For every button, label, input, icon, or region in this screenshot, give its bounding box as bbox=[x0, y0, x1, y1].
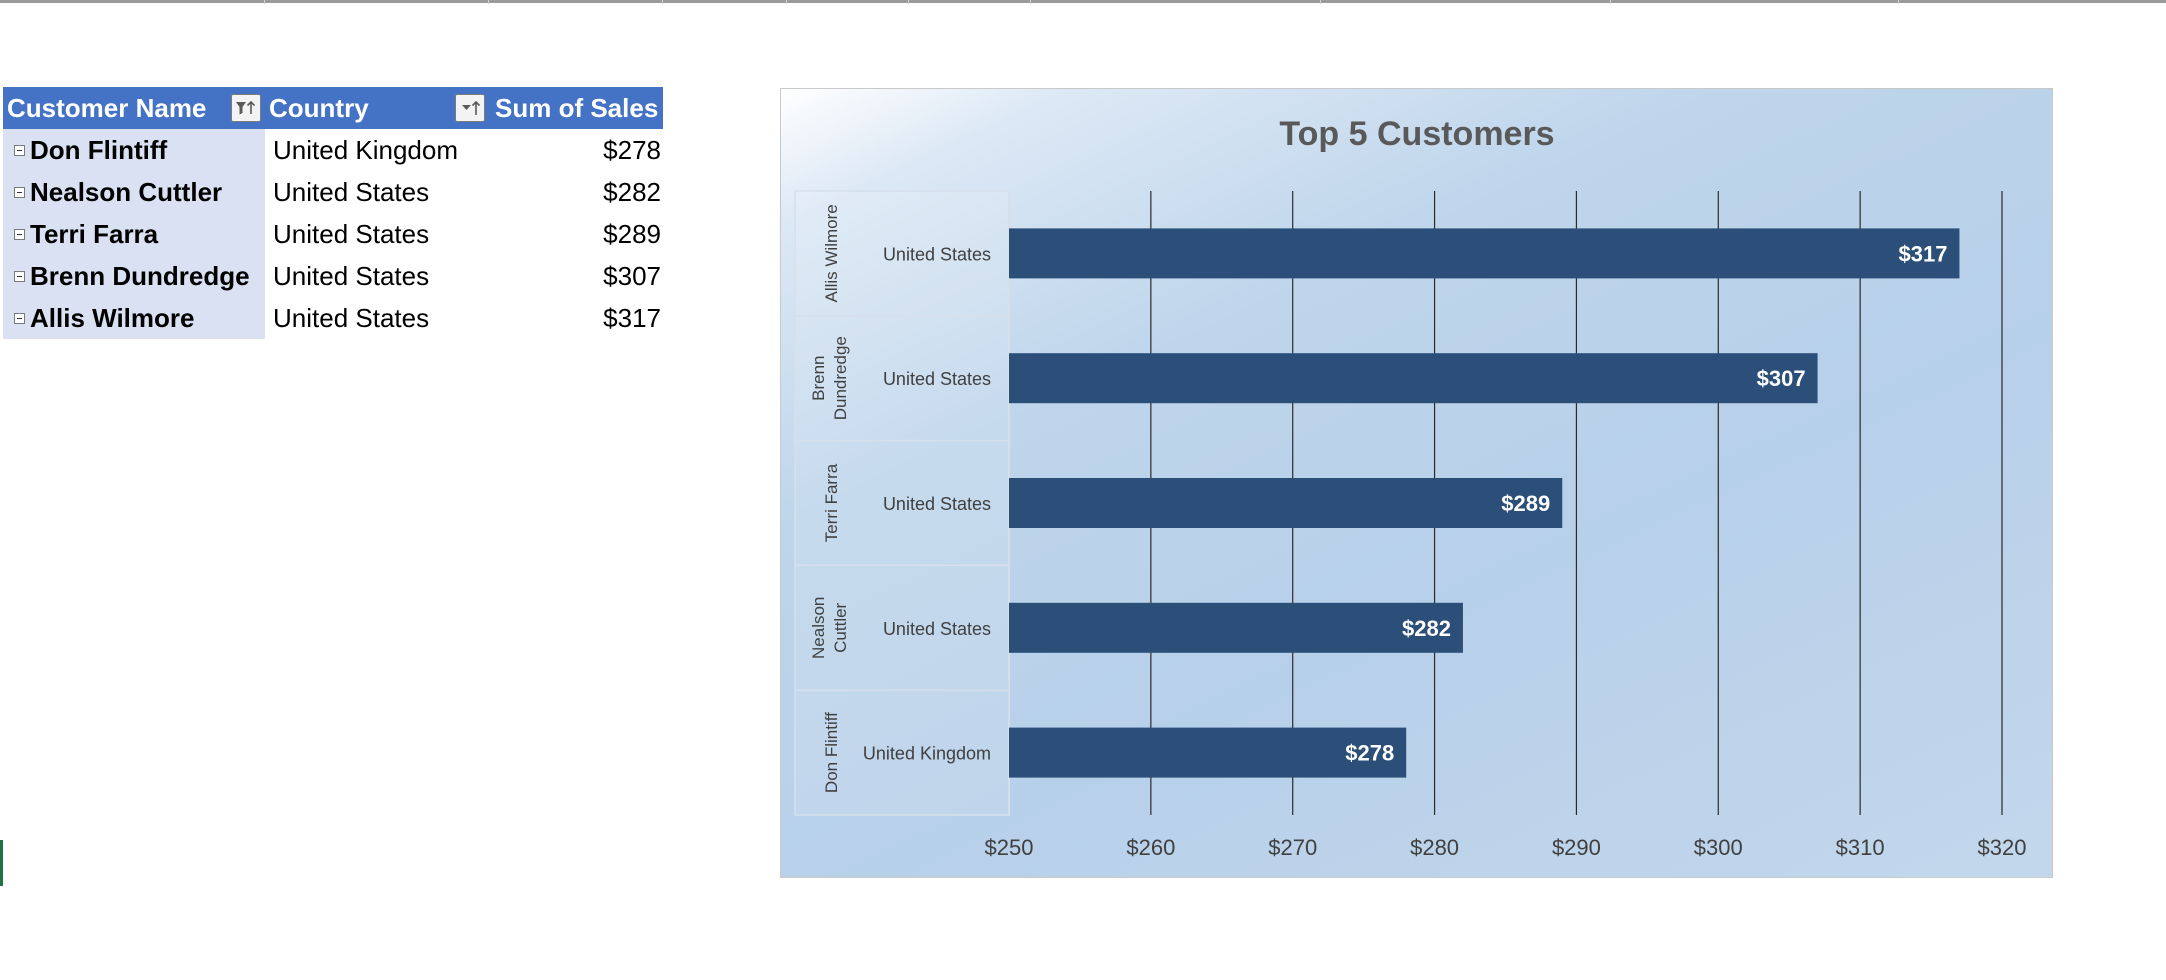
collapse-icon[interactable] bbox=[14, 144, 25, 156]
sales-cell[interactable]: $317 bbox=[603, 303, 661, 333]
data-label: $317 bbox=[1898, 241, 1947, 266]
customer-axis-label: Allis Wilmore bbox=[822, 204, 841, 302]
customer-axis-label-line: Cuttler bbox=[831, 602, 850, 652]
country-axis-label: United Kingdom bbox=[863, 744, 991, 764]
row-label-cell[interactable]: Terri Farra bbox=[3, 213, 265, 255]
customer-axis-label-line: Dundredge bbox=[831, 336, 850, 420]
customer-name: Allis Wilmore bbox=[30, 303, 195, 333]
category-axis-frame bbox=[794, 190, 1010, 816]
customer-name: Nealson Cuttler bbox=[30, 177, 223, 207]
bar bbox=[1009, 353, 1818, 404]
pivot-body: Don Flintiff United Kingdom $278 Nealson… bbox=[3, 129, 663, 339]
bars bbox=[1009, 228, 1960, 778]
column-header-strip bbox=[0, 0, 2166, 3]
sales-cell[interactable]: $289 bbox=[603, 219, 661, 249]
sum-of-sales-header[interactable]: Sum of Sales bbox=[495, 93, 659, 123]
row-label-cell[interactable]: Brenn Dundredge bbox=[3, 255, 265, 297]
customer-axis-label: Brenn Dundredge bbox=[809, 336, 850, 420]
column-boundary[interactable] bbox=[1030, 0, 1031, 4]
collapse-icon[interactable] bbox=[14, 186, 25, 198]
x-tick-label: $310 bbox=[1836, 835, 1885, 860]
x-tick-label: $320 bbox=[1978, 835, 2027, 860]
data-label: $289 bbox=[1501, 491, 1550, 516]
bar bbox=[1009, 228, 1960, 279]
country-axis-label: United States bbox=[883, 494, 991, 514]
sort-icon[interactable] bbox=[455, 94, 485, 122]
x-tick-label: $280 bbox=[1410, 835, 1459, 860]
sales-cell[interactable]: $307 bbox=[603, 261, 661, 291]
pivot-chart[interactable]: Top 5 Customers $317 United States Allis W… bbox=[780, 88, 2053, 878]
country-cell[interactable]: United Kingdom bbox=[273, 135, 458, 165]
bar bbox=[1009, 478, 1563, 528]
column-boundary[interactable] bbox=[786, 0, 787, 4]
column-boundary[interactable] bbox=[1320, 0, 1321, 4]
customer-name-header[interactable]: Customer Name bbox=[7, 93, 207, 123]
data-label: $282 bbox=[1402, 616, 1451, 641]
table-row[interactable]: Brenn Dundredge United States $307 bbox=[3, 255, 663, 297]
bar bbox=[1009, 727, 1407, 778]
country-cell[interactable]: United States bbox=[273, 177, 430, 207]
table-row[interactable]: Don Flintiff United Kingdom $278 bbox=[3, 129, 663, 171]
pivot-table[interactable]: Customer Name Country Sum of Sales Don F… bbox=[3, 87, 663, 339]
pivot-header-row: Customer Name Country Sum of Sales bbox=[3, 87, 663, 129]
x-tick-label: $270 bbox=[1268, 835, 1317, 860]
customer-axis-label-line: Nealson bbox=[809, 597, 828, 659]
collapse-icon[interactable] bbox=[14, 312, 25, 324]
collapse-icon[interactable] bbox=[14, 270, 25, 282]
table-row[interactable]: Terri Farra United States $289 bbox=[3, 213, 663, 255]
country-cell[interactable]: United States bbox=[273, 219, 430, 249]
collapse-icon[interactable] bbox=[14, 228, 25, 240]
data-label: $307 bbox=[1757, 366, 1806, 391]
row-label-cell[interactable]: Don Flintiff bbox=[3, 129, 265, 171]
x-tick-label: $260 bbox=[1126, 835, 1175, 860]
customer-name: Don Flintiff bbox=[30, 135, 168, 165]
bar bbox=[1009, 602, 1463, 653]
customer-axis-label: Terri Farra bbox=[822, 463, 841, 542]
x-tick-label: $300 bbox=[1694, 835, 1743, 860]
country-cell[interactable]: United States bbox=[273, 303, 430, 333]
column-boundary[interactable] bbox=[1898, 0, 1899, 4]
chart-title[interactable]: Top 5 Customers bbox=[1279, 115, 1554, 153]
filter-sort-icon[interactable] bbox=[231, 94, 261, 122]
customer-name: Brenn Dundredge bbox=[30, 261, 250, 291]
data-label: $278 bbox=[1345, 741, 1394, 766]
axis-labels: $317 United States Allis Wilmore $307 United… bbox=[809, 204, 2026, 860]
column-boundary[interactable] bbox=[662, 0, 663, 4]
selection-indicator bbox=[0, 840, 3, 886]
sales-cell[interactable]: $282 bbox=[603, 177, 661, 207]
column-boundary[interactable] bbox=[264, 0, 265, 4]
customer-axis-label-line: Brenn bbox=[809, 356, 828, 401]
x-tick-label: $250 bbox=[985, 835, 1034, 860]
row-label-cell[interactable]: Nealson Cuttler bbox=[3, 171, 265, 213]
country-cell[interactable]: United States bbox=[273, 261, 430, 291]
table-row[interactable]: Nealson Cuttler United States $282 bbox=[3, 171, 663, 213]
category-axis-box bbox=[794, 190, 1010, 816]
country-axis-label: United States bbox=[883, 369, 991, 389]
column-boundary[interactable] bbox=[488, 0, 489, 4]
column-boundary[interactable] bbox=[908, 0, 909, 4]
sales-cell[interactable]: $278 bbox=[603, 135, 661, 165]
customer-name: Terri Farra bbox=[30, 219, 159, 249]
country-axis-label: United States bbox=[883, 619, 991, 639]
chart-canvas: Top 5 Customers $317 United States Allis W… bbox=[794, 115, 2026, 860]
x-tick-label: $290 bbox=[1552, 835, 1601, 860]
country-header[interactable]: Country bbox=[269, 93, 369, 123]
table-row[interactable]: Allis Wilmore United States $317 bbox=[3, 297, 663, 339]
country-axis-label: United States bbox=[883, 244, 991, 264]
customer-axis-label: Don Flintiff bbox=[822, 712, 841, 793]
row-label-cell[interactable]: Allis Wilmore bbox=[3, 297, 265, 339]
customer-axis-label: Nealson Cuttler bbox=[809, 597, 850, 659]
column-boundary[interactable] bbox=[1610, 0, 1611, 4]
